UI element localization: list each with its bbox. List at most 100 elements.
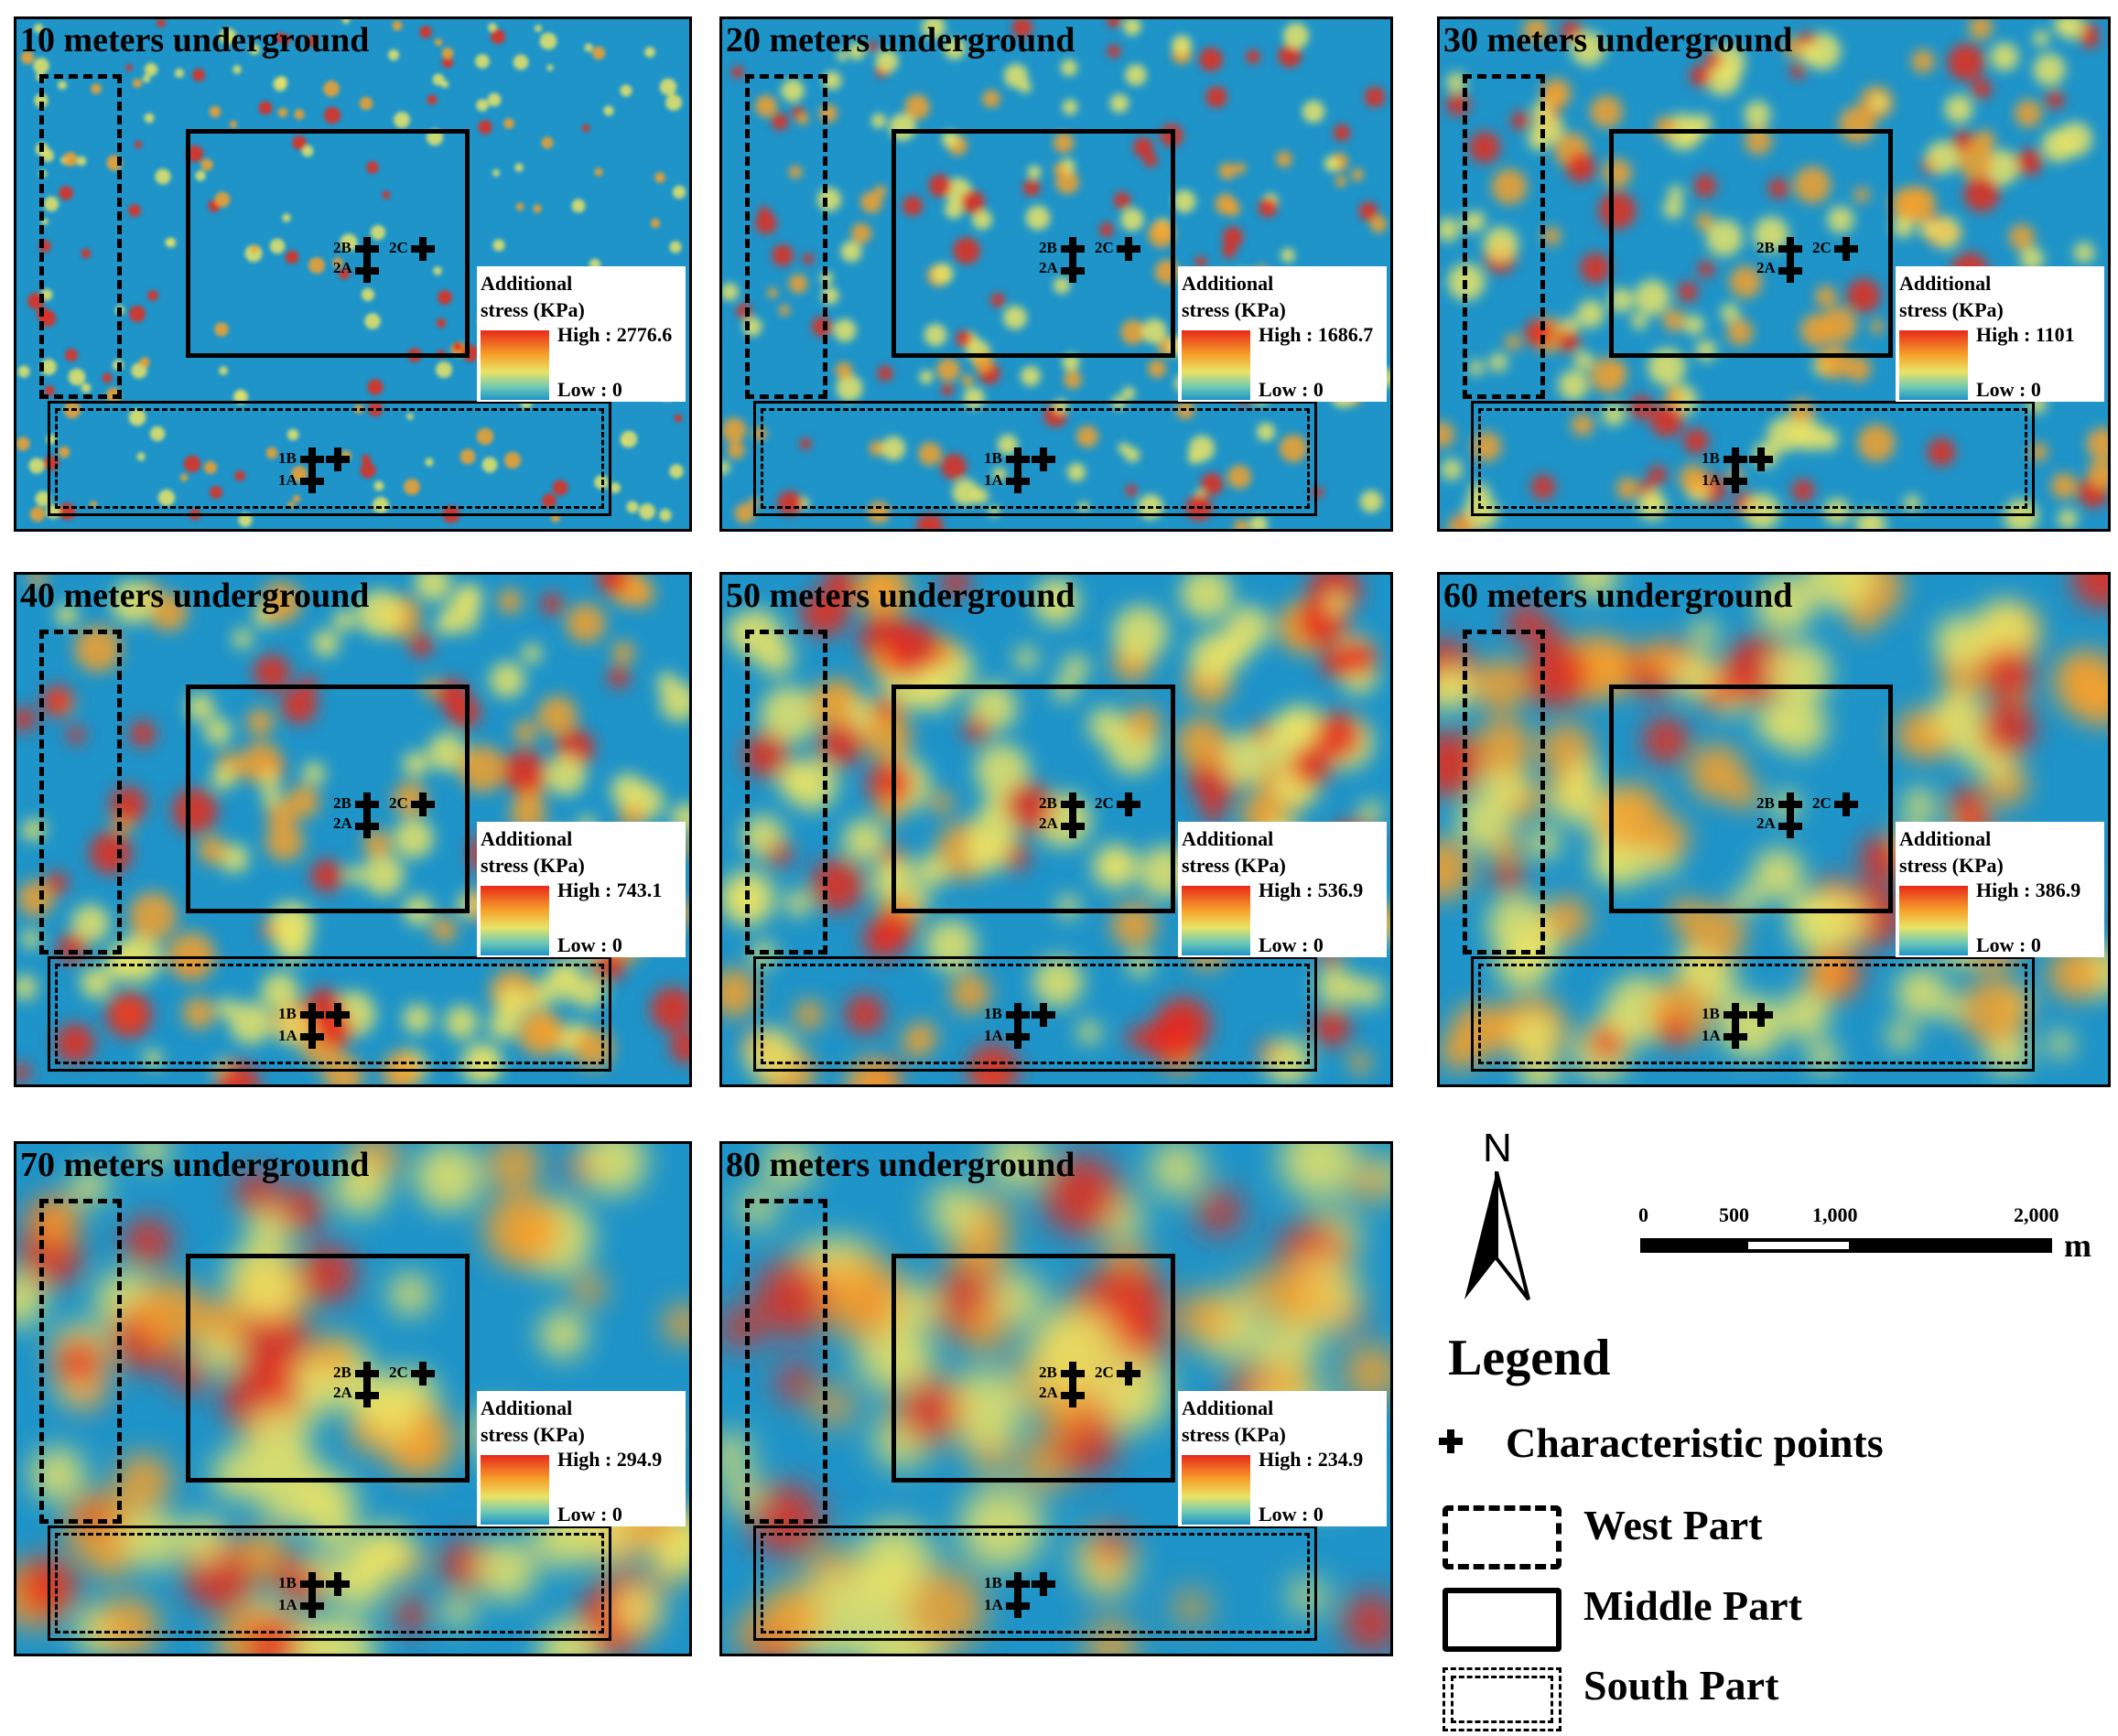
middle-part-zone: [892, 685, 1175, 913]
point-1B-icon: [1006, 447, 1030, 471]
point-label-1A: 1A: [984, 1027, 1003, 1044]
panel-title: 50 meters underground: [726, 577, 1075, 615]
point-2A-icon: [1061, 259, 1085, 283]
point-1B-icon: [300, 1003, 324, 1027]
stress-low-label: Low : 0: [1259, 378, 1324, 401]
point-label-1B: 1B: [984, 449, 1002, 467]
point-1B2-icon: [326, 1572, 350, 1596]
point-1B-icon: [1006, 1572, 1030, 1596]
point-label-2A: 2A: [1756, 259, 1776, 276]
stress-color-ramp: [1182, 330, 1250, 400]
west-part-zone: [1463, 630, 1545, 954]
point-2B-icon: [355, 1362, 379, 1386]
point-2B-icon: [1061, 237, 1085, 261]
stress-low-label: Low : 0: [557, 378, 622, 401]
point-2C-icon: [1117, 237, 1140, 261]
point-1B2-icon: [1032, 1572, 1055, 1596]
point-label-2C: 2C: [1095, 239, 1114, 256]
stress-color-ramp: [481, 886, 549, 955]
point-2C-icon: [411, 1362, 435, 1386]
north-label: N: [1483, 1126, 1512, 1170]
stress-low-label: Low : 0: [1976, 933, 2041, 956]
point-2A-icon: [1061, 814, 1085, 838]
point-label-2B: 2B: [333, 1364, 351, 1381]
west-part-zone: [745, 1199, 827, 1524]
scale-tick-0: 0: [1638, 1203, 1648, 1226]
point-1B-icon: [1006, 1003, 1030, 1027]
stress-high-label: High : 234.9: [1259, 1448, 1364, 1471]
point-1B-icon: [300, 1572, 324, 1596]
point-2C-icon: [411, 237, 435, 261]
south-part-zone: [753, 956, 1317, 1072]
point-2C-icon: [411, 793, 435, 816]
stress-high-label: High : 1101: [1976, 323, 2075, 346]
west-part-zone: [39, 630, 122, 954]
panel-title: 40 meters underground: [20, 577, 370, 615]
point-label-2A: 2A: [333, 814, 352, 832]
point-label-1A: 1A: [278, 471, 297, 489]
west-part-zone: [39, 74, 122, 399]
stress-low-label: Low : 0: [557, 933, 622, 956]
stress-map-panel-2: 20 meters underground 2B 2C 2A 1B 1A Add…: [719, 16, 1393, 532]
panel-title: 80 meters underground: [726, 1146, 1075, 1184]
south-part-zone: [753, 1526, 1317, 1641]
middle-part-zone: [1609, 685, 1893, 913]
stress-map-panel-6: 60 meters underground 2B 2C 2A 1B 1A Add…: [1437, 572, 2111, 1087]
legend-middle-label: Middle Part: [1583, 1582, 1802, 1629]
stress-color-ramp: [481, 1455, 549, 1525]
point-2C-icon: [1834, 237, 1858, 261]
stress-color-ramp: [1182, 886, 1250, 955]
point-label-2C: 2C: [1095, 1364, 1114, 1381]
point-label-1A: 1A: [1702, 471, 1721, 489]
legend-west-label: West Part: [1583, 1502, 1763, 1548]
point-1A-icon: [300, 1025, 324, 1049]
stress-high-label: High : 536.9: [1259, 879, 1364, 901]
stress-heatmap: [722, 575, 1390, 1084]
point-label-2C: 2C: [1812, 794, 1832, 812]
south-part-zone: [1471, 401, 2035, 516]
stress-color-ramp: [1899, 330, 1968, 400]
panel-title: 10 meters underground: [20, 21, 370, 59]
stress-legend: Additional stress (KPa) High : 234.9 Low…: [1178, 1391, 1387, 1526]
stress-legend-title: Additional stress (KPa): [1899, 272, 2004, 321]
point-label-1B: 1B: [1702, 449, 1720, 467]
point-1A-icon: [1724, 1025, 1747, 1049]
point-1B2-icon: [326, 447, 350, 471]
point-2A-icon: [1778, 814, 1802, 838]
stress-legend: Additional stress (KPa) High : 2776.6 Lo…: [477, 266, 686, 402]
stress-legend: Additional stress (KPa) High : 1101 Low …: [1896, 266, 2104, 402]
point-2B-icon: [355, 237, 379, 261]
middle-part-zone: [186, 1254, 470, 1483]
point-1B-icon: [300, 447, 324, 471]
point-1A-icon: [300, 469, 324, 493]
stress-map-panel-3: 30 meters underground 2B 2C 2A 1B 1A Add…: [1437, 16, 2111, 532]
point-1A-icon: [1006, 1025, 1030, 1049]
panel-title: 20 meters underground: [726, 21, 1075, 59]
point-label-2B: 2B: [1039, 239, 1057, 256]
stress-heatmap: [1440, 19, 2108, 529]
west-part-swatch: [1443, 1505, 1561, 1569]
stress-low-label: Low : 0: [1976, 378, 2041, 401]
point-2B-icon: [1778, 237, 1802, 261]
point-label-1B: 1B: [984, 1005, 1002, 1022]
point-2A-icon: [1778, 259, 1802, 283]
west-part-zone: [39, 1199, 122, 1524]
stress-high-label: High : 743.1: [557, 879, 663, 901]
stress-color-ramp: [1182, 1455, 1250, 1525]
stress-map-panel-4: 40 meters underground 2B 2C 2A 1B 1A Add…: [14, 572, 692, 1087]
point-2B-icon: [1061, 793, 1085, 816]
stress-map-panel-1: 10 meters underground 2B 2C 2A 1B 1A Add…: [14, 16, 692, 532]
middle-part-zone: [1609, 129, 1893, 358]
point-2B-icon: [1778, 793, 1802, 816]
point-2C-icon: [1117, 1362, 1140, 1386]
point-2C-icon: [1117, 793, 1140, 816]
point-1B2-icon: [1032, 447, 1055, 471]
stress-high-label: High : 1686.7: [1259, 323, 1374, 346]
south-part-zone: [1471, 956, 2035, 1072]
south-part-zone: [753, 401, 1317, 516]
point-label-2C: 2C: [1812, 239, 1832, 256]
stress-legend-title: Additional stress (KPa): [1182, 1396, 1286, 1446]
stress-color-ramp: [1899, 886, 1968, 955]
point-label-2A: 2A: [333, 1384, 352, 1401]
middle-part-zone: [186, 685, 470, 913]
